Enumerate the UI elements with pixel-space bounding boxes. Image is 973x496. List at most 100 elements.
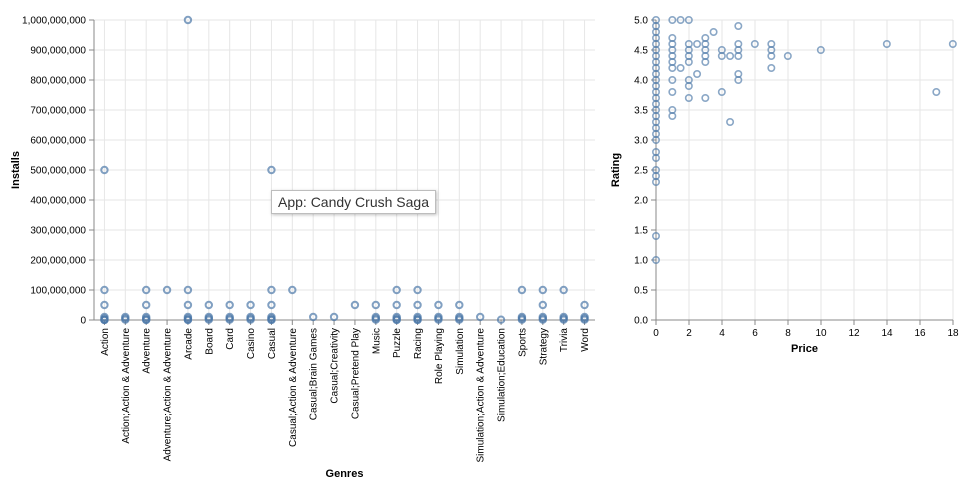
- x-tick-label: Casual;Pretend Play: [350, 328, 361, 419]
- x-tick-label: 6: [752, 328, 758, 339]
- y-axis-title: Rating: [610, 153, 622, 187]
- data-point: [651, 232, 660, 241]
- x-tick-label: Strategy: [538, 328, 549, 365]
- data-point: [267, 285, 276, 295]
- x-tick-label: Casino: [246, 328, 257, 360]
- x-tick-label: Adventure: [142, 328, 153, 374]
- data-point: [932, 88, 941, 97]
- data-point: [308, 312, 318, 322]
- data-point: [455, 300, 464, 310]
- x-tick-label: 10: [815, 328, 827, 339]
- data-point: [684, 82, 693, 91]
- data-point: [580, 300, 589, 310]
- data-point: [538, 300, 548, 310]
- y-tick-label: 2.5: [634, 166, 648, 177]
- y-axis-title: Installs: [10, 151, 22, 189]
- x-tick-label: Arcade: [183, 328, 194, 360]
- x-tick-label: Action: [100, 328, 111, 356]
- data-point: [701, 94, 710, 103]
- x-tick-label: 18: [947, 328, 959, 339]
- x-tick-label: 8: [785, 328, 791, 339]
- data-point: [767, 64, 776, 73]
- y-tick-label: 3.5: [634, 106, 648, 117]
- data-point: [668, 76, 677, 85]
- data-point: [559, 285, 568, 295]
- data-point: [651, 154, 660, 163]
- data-point: [288, 285, 297, 295]
- x-tick-label: 14: [881, 328, 893, 339]
- data-point: [141, 300, 151, 310]
- data-point: [717, 88, 726, 97]
- data-point: [538, 315, 548, 324]
- data-point: [246, 300, 255, 310]
- data-point: [538, 285, 548, 295]
- x-tick-label: Puzzle: [392, 328, 403, 358]
- data-point: [676, 15, 685, 24]
- y-tick-label: 1.0: [634, 256, 648, 267]
- data-point: [183, 285, 193, 295]
- data-point: [734, 76, 743, 85]
- point-tooltip: App: Candy Crush Saga: [271, 190, 436, 214]
- data-point: [693, 70, 702, 79]
- data-point: [183, 15, 193, 25]
- y-tick-label: 600,000,000: [30, 136, 86, 147]
- y-tick-label: 1,000,000,000: [22, 16, 86, 27]
- x-tick-label: Sports: [517, 328, 528, 357]
- data-point: [350, 300, 360, 310]
- data-point: [684, 57, 693, 66]
- x-axis-title: Genres: [326, 468, 364, 480]
- x-tick-label: Casual;Brain Games: [309, 328, 320, 420]
- y-tick-label: 900,000,000: [30, 46, 86, 57]
- y-tick-label: 4.0: [634, 76, 648, 87]
- y-tick-label: 5.0: [634, 16, 648, 27]
- data-point: [734, 51, 743, 60]
- x-tick-label: Racing: [413, 328, 424, 359]
- data-point: [948, 39, 957, 48]
- y-tick-label: 4.5: [634, 46, 648, 57]
- y-tick-label: 0.0: [634, 316, 648, 327]
- data-point: [693, 39, 702, 48]
- data-point: [668, 15, 677, 24]
- data-point: [225, 300, 234, 310]
- data-point: [434, 315, 443, 324]
- data-point: [783, 51, 792, 60]
- data-point: [517, 285, 527, 295]
- data-point: [100, 315, 109, 325]
- x-tick-label: Trivia: [559, 328, 570, 353]
- x-tick-label: Action;Action & Adventure: [121, 328, 132, 444]
- data-point: [329, 312, 339, 322]
- x-tick-label: Board: [204, 328, 215, 355]
- x-tick-label: 16: [914, 328, 926, 339]
- data-point: [434, 300, 443, 310]
- installs-by-genre-chart: 0 100,000,000 200,000,000 300,000,000 400,00…: [10, 15, 595, 480]
- data-point: [392, 285, 401, 295]
- y-tick-label: 0: [80, 316, 86, 327]
- data-point: [882, 39, 891, 48]
- data-point: [100, 285, 109, 295]
- data-point: [750, 39, 759, 48]
- y-tick-label: 500,000,000: [30, 166, 86, 177]
- x-tick-label: Simulation;Education: [497, 328, 508, 422]
- x-tick-label: Casual;Creativity: [330, 328, 341, 404]
- data-point: [668, 64, 677, 73]
- data-point: [267, 315, 276, 325]
- y-tick-label: 200,000,000: [30, 256, 86, 267]
- data-point: [726, 118, 735, 127]
- x-tick-label: Adventure;Action & Adventure: [163, 328, 174, 462]
- data-point: [392, 315, 401, 325]
- y-tick-label: 800,000,000: [30, 76, 86, 87]
- x-tick-label: Simulation;Action & Adventure: [476, 328, 487, 463]
- x-tick-label: Word: [580, 328, 591, 352]
- x-tick-label: Role Playing: [434, 328, 445, 384]
- data-point: [225, 315, 234, 324]
- data-point: [734, 21, 743, 30]
- x-tick-label: Music: [371, 328, 382, 354]
- data-point: [651, 136, 660, 145]
- data-point: [580, 315, 589, 324]
- x-tick-label: Casual;Action & Adventure: [288, 328, 299, 447]
- x-tick-label: 4: [719, 328, 725, 339]
- data-point: [717, 51, 726, 60]
- data-point: [668, 112, 677, 121]
- data-point: [455, 315, 464, 324]
